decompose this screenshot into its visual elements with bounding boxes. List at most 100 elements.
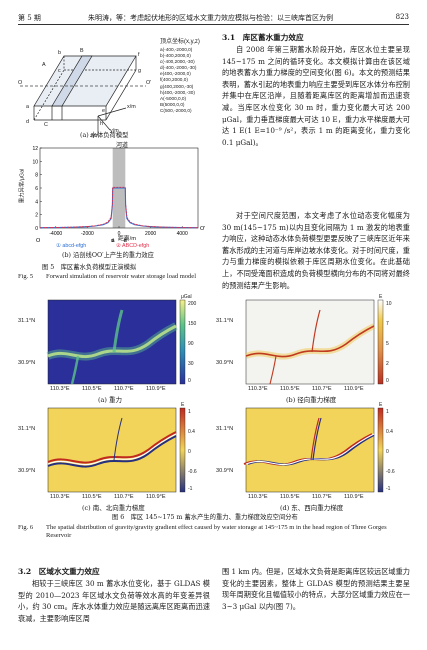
xtick: 110.3°E bbox=[248, 386, 268, 392]
xtick: 110.3°E bbox=[248, 494, 268, 500]
y-tick-label: 2 bbox=[35, 213, 38, 219]
fig6-caption-en-label: Fig. 6 bbox=[18, 524, 34, 531]
coord-list-title: 顶点坐标(x,y,z) bbox=[160, 39, 200, 45]
xtick: 110.9°E bbox=[344, 494, 364, 500]
fig5-panel-a: a b c d e f g h O O' A B C x/m y/m z/m 顶… bbox=[18, 28, 210, 143]
gravity-profile-chart: 0 2 4 6 8 10 12 -4000 -2000 0 2000 4000 O O' da eh bbox=[32, 146, 205, 244]
coord-1: b(-400,2000,0) bbox=[160, 53, 191, 59]
axis-z-label: z/m bbox=[90, 133, 99, 139]
colorbar-b bbox=[377, 299, 384, 385]
ytick: 30.9°N bbox=[216, 360, 234, 366]
fig6-panel-c: E 1 0.4 0 -0.6 -1 31.1°N 30.9°N 110.3°E … bbox=[18, 402, 214, 512]
coord-5: f(400,2000,0) bbox=[160, 77, 188, 83]
fig5b-ylabel: 重力异常/μGal bbox=[19, 168, 26, 204]
coord-9: B(5000,0,0) bbox=[160, 101, 185, 107]
point-C: C bbox=[44, 122, 48, 128]
cbar-a-tick: 30 bbox=[188, 361, 194, 367]
vertex-e: e bbox=[102, 108, 105, 114]
coord-0: a(-400,-2000,0) bbox=[160, 47, 193, 52]
xtick: 110.5°E bbox=[82, 494, 102, 500]
water-load-box-diagram bbox=[20, 55, 146, 136]
axis-y-label: y/m bbox=[110, 128, 119, 134]
coord-10: C(500,-2000,0) bbox=[160, 107, 192, 113]
cbar-d-tick: 0.4 bbox=[386, 429, 393, 435]
ytick: 31.1°N bbox=[216, 318, 234, 324]
fig6a-caption: (a) 重力 bbox=[98, 396, 123, 404]
section-3-2-right-text: 围 1 km 内。但是，区域水文负荷是距离库区较远区域重力变化的主要因素，整体上… bbox=[222, 567, 410, 611]
fig6c-caption: (c) 南、北向重力梯度 bbox=[82, 504, 145, 512]
profile-mark-h: h bbox=[124, 238, 127, 242]
cbar-c-tick: -0.6 bbox=[188, 469, 197, 475]
vertex-h: h bbox=[100, 121, 103, 127]
xtick: 110.7°E bbox=[114, 494, 134, 500]
section-3-2-title: 3.2 区域水文重力效应 bbox=[18, 567, 100, 576]
fig6-panel-d: E 1 0.4 0 -0.6 -1 31.1°N 30.9°N 110.3°E … bbox=[216, 402, 410, 512]
coord-7: h(400,-2000,-30) bbox=[160, 89, 195, 95]
fig6-caption-cn: 图 6 库区 145~175 m 蓄水产生的重力、重力梯度效应空间分布 bbox=[112, 514, 298, 521]
vertex-g: g bbox=[138, 68, 141, 74]
x-tick-label: 4000 bbox=[177, 231, 188, 237]
coord-3: d(-400,-2000,-30) bbox=[160, 65, 197, 71]
colorbar-a-unit: μGal bbox=[181, 294, 192, 300]
vertex-coordinate-list: 顶点坐标(x,y,z) a(-400,-2000,0) b(-400,2000,… bbox=[160, 36, 212, 114]
xtick: 110.5°E bbox=[82, 386, 102, 392]
xtick: 110.7°E bbox=[312, 386, 332, 392]
colorbar-d-unit: E bbox=[379, 402, 383, 408]
fig5-caption-en: Forward simulation of reservoir water st… bbox=[46, 273, 196, 280]
cbar-c-tick: 0 bbox=[188, 449, 191, 455]
profile-mark-d: d bbox=[111, 238, 114, 242]
xtick: 110.7°E bbox=[114, 386, 134, 392]
y-tick-label: 6 bbox=[35, 186, 38, 192]
y-tick-label: 0 bbox=[35, 226, 38, 232]
fig5-caption-cn: 图 5 库区蓄水负荷模型正演模拟 bbox=[42, 264, 137, 271]
section-3-2-left-text: 相较于三峡库区 30 m 蓄水水位变化，基于 GLDAS 模型的 2010—20… bbox=[18, 579, 210, 623]
xtick: 110.3°E bbox=[50, 494, 70, 500]
series-line-2 bbox=[39, 186, 199, 229]
fig5-panel-b: 0 2 4 6 8 10 12 -4000 -2000 0 2000 4000 O O' d a e h 河道 重… bbox=[18, 140, 212, 262]
axis-x-label: x/m bbox=[127, 104, 136, 110]
colorbar-a bbox=[179, 299, 186, 385]
ytick: 30.9°N bbox=[18, 468, 36, 474]
radial-gradient-map bbox=[245, 299, 375, 385]
cbar-d-tick: -0.6 bbox=[386, 469, 395, 475]
cbar-b-tick: 0 bbox=[386, 378, 389, 384]
x-tick-label: -2000 bbox=[81, 231, 94, 237]
section-3-1-para-1: 自 2008 年第三期蓄水阶段开始，库区水位主要呈现 145~175 m 之间的… bbox=[222, 45, 410, 147]
coord-4: e(400,-2000,0) bbox=[160, 71, 191, 77]
cbar-d-tick: -1 bbox=[386, 486, 391, 492]
fig6-panel-a: μGal 200 150 90 30 0 31.1°N 30.9°N 110.3… bbox=[18, 294, 214, 404]
ytick: 30.9°N bbox=[216, 468, 234, 474]
fig6b-caption: (b) 径向重力梯度 bbox=[286, 396, 337, 404]
cbar-b-tick: 2 bbox=[386, 361, 389, 367]
profile-start-label: O bbox=[36, 238, 41, 242]
cbar-b-tick: 5 bbox=[386, 341, 389, 347]
reservoir-river-path bbox=[47, 324, 177, 359]
cbar-c-tick: -1 bbox=[188, 486, 193, 492]
x-tick-label: 0 bbox=[118, 231, 121, 237]
vertex-b: b bbox=[58, 50, 61, 56]
xtick: 110.9°E bbox=[344, 386, 364, 392]
fig5-caption-en-label: Fig. 5 bbox=[18, 273, 34, 280]
fig5b-caption: (b) 沿剖线OO′上产生的重力效应 bbox=[62, 252, 154, 259]
cbar-c-tick: 1 bbox=[188, 409, 191, 415]
y-tick-label: 12 bbox=[32, 146, 38, 152]
cbar-a-tick: 200 bbox=[188, 301, 197, 307]
cbar-a-tick: 90 bbox=[188, 341, 194, 347]
cbar-d-tick: 1 bbox=[386, 409, 389, 415]
coord-8: A(-5000,0,0) bbox=[160, 95, 187, 101]
section-3-1-para-2: 对于空间尺度范围，本文考虑了水位动态变化幅度为 30 m(145~175 m)以… bbox=[222, 211, 410, 290]
y-tick-label: 10 bbox=[32, 159, 38, 165]
issue-number: 第 5 期 bbox=[18, 14, 41, 22]
ytick: 30.9°N bbox=[18, 360, 36, 366]
x-tick-label: -4000 bbox=[49, 231, 62, 237]
profile-mark-a: a bbox=[112, 238, 115, 242]
x-tick-label: 2000 bbox=[145, 231, 156, 237]
figure-6: μGal 200 1 5 0 90 30 0 31.1°N 30.9°N 110.3… bbox=[18, 294, 410, 512]
cbar-b-tick: 7 bbox=[386, 321, 389, 327]
fig6-caption-en: The spatial distribution of gravity/grav… bbox=[46, 524, 387, 540]
fig6d-caption: (d) 东、西向重力梯度 bbox=[280, 504, 344, 512]
fig6-panel-b: E 10 7 5 2 0 31.1°N 30.9°N 110.3°E 110.5… bbox=[216, 294, 410, 404]
profile-end-label: O' bbox=[200, 226, 205, 232]
xtick: 110.7°E bbox=[312, 494, 332, 500]
point-o-prime: O' bbox=[146, 80, 152, 86]
